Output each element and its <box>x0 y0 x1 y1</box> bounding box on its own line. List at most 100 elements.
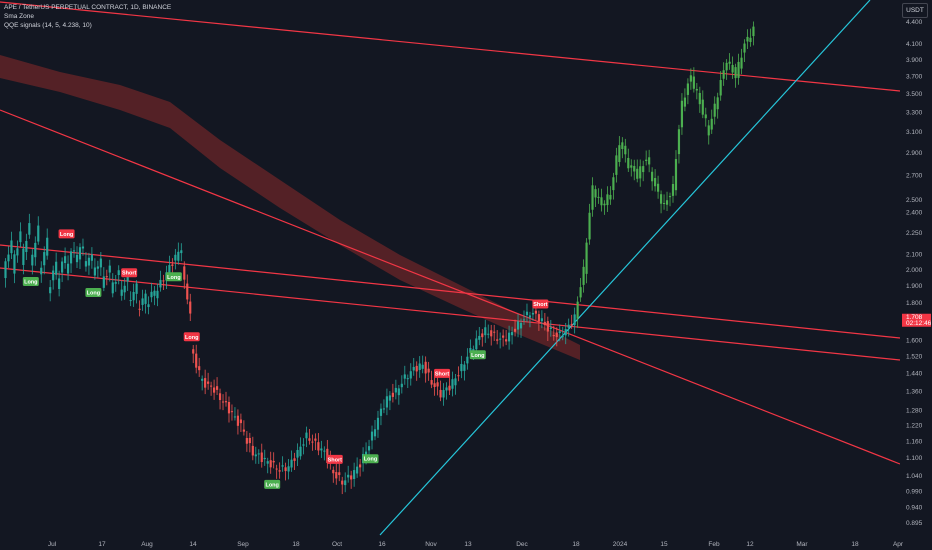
signal-badge <box>85 288 102 298</box>
candle-body <box>81 246 85 249</box>
x-tick-label: 13 <box>464 541 472 548</box>
candle-body <box>317 442 320 451</box>
candle-body <box>472 349 475 351</box>
candle-body <box>698 92 701 105</box>
short-signal-label: Short <box>121 268 138 278</box>
candle-body <box>695 89 698 91</box>
candle-body <box>117 270 120 276</box>
candle-body <box>576 301 579 319</box>
candle-body <box>350 475 353 480</box>
candle-body <box>210 385 213 387</box>
candle-body <box>716 97 719 110</box>
y-tick-label: 2.500 <box>906 197 923 204</box>
y-tick-label: 1.160 <box>906 438 923 445</box>
y-tick-label: 2.900 <box>906 150 923 157</box>
candle-body <box>499 338 502 340</box>
short-signal-label: Short <box>326 454 343 464</box>
candle-body <box>37 225 40 242</box>
candle-body <box>230 411 234 413</box>
candle-body <box>16 248 19 256</box>
candle-body <box>141 298 144 305</box>
signal-label-text: Short <box>328 457 343 463</box>
y-tick-label: 1.360 <box>906 388 923 395</box>
y-tick-label: 1.440 <box>906 370 923 377</box>
candle-body <box>302 444 305 446</box>
candle-body <box>615 155 618 175</box>
y-tick-label: 4.100 <box>906 41 923 48</box>
candle-body <box>10 240 13 254</box>
y-tick-label: 1.040 <box>906 473 923 480</box>
candle-body <box>242 429 245 432</box>
candle-body <box>674 159 678 191</box>
candle-body <box>692 76 695 89</box>
candle-body <box>522 319 526 321</box>
signal-badge <box>362 454 379 464</box>
y-tick-label: 3.100 <box>906 129 923 136</box>
candle-body <box>677 129 681 155</box>
candle-body <box>147 304 150 308</box>
candle-body <box>466 356 469 364</box>
candle-body <box>278 470 281 472</box>
symbol-title[interactable]: APE / TetherUS PERPETUAL CONTRACT, 1D, B… <box>4 4 172 11</box>
candle-body <box>138 308 141 310</box>
long-signal-label: Long <box>469 350 486 360</box>
candle-body <box>236 415 240 426</box>
x-tick-label: 17 <box>98 541 106 548</box>
candle-body <box>737 61 740 78</box>
candle-body <box>55 261 58 275</box>
candle-body <box>469 348 472 353</box>
signal-badge <box>469 350 486 360</box>
candle-body <box>451 379 454 389</box>
candle-body <box>347 474 350 478</box>
candle-body <box>162 280 165 282</box>
candle-body <box>63 256 67 264</box>
currency-unit-badge[interactable]: USDT <box>902 3 928 18</box>
candle-body <box>668 196 672 198</box>
candle-body <box>299 446 302 457</box>
candle-body <box>540 318 543 322</box>
candle-body <box>359 464 362 468</box>
signal-badge <box>22 276 39 286</box>
candle-body <box>320 448 323 451</box>
candle-body <box>284 467 287 472</box>
candle-body <box>168 265 171 276</box>
candle-body <box>281 465 284 467</box>
candle-body <box>597 196 600 198</box>
candle-body <box>534 310 538 314</box>
candle-body <box>201 378 204 381</box>
candle-body <box>657 183 660 192</box>
x-tick-label: 18 <box>851 541 859 548</box>
candle-body <box>731 64 734 73</box>
candle-body <box>43 252 46 266</box>
candle-body <box>224 401 228 403</box>
x-tick-label: Jul <box>48 541 57 548</box>
signal-badge <box>434 368 451 378</box>
indicator-sma-zone[interactable]: Sma Zone <box>4 13 34 20</box>
candle-body <box>570 324 573 326</box>
candle-body <box>478 335 481 340</box>
candle-body <box>710 118 713 130</box>
support-line-cyan <box>379 0 871 536</box>
y-tick-label: 4.400 <box>906 19 923 26</box>
candle-body <box>215 386 219 390</box>
x-tick-label: 18 <box>572 541 580 548</box>
candle-body <box>7 254 10 262</box>
long-signal-label: Long <box>85 288 102 298</box>
candle-body <box>606 194 609 206</box>
indicator-qqe-signals[interactable]: QQE signals (14, 5, 4.238, 10) <box>4 22 92 29</box>
x-tick-label: 2024 <box>613 541 628 548</box>
y-tick-label: 3.300 <box>906 110 923 117</box>
candle-body <box>427 368 430 373</box>
candle-body <box>34 242 37 258</box>
y-tick-label: 1.220 <box>906 423 923 430</box>
candle-body <box>475 338 478 350</box>
candle-body <box>671 183 675 196</box>
candle-body <box>186 283 189 300</box>
candle-body <box>564 329 567 336</box>
candle-body <box>248 437 251 444</box>
x-tick-label: Mar <box>796 541 808 548</box>
candle-body <box>388 395 391 401</box>
signal-label-text: Long <box>60 232 73 238</box>
candle-body <box>144 293 147 304</box>
